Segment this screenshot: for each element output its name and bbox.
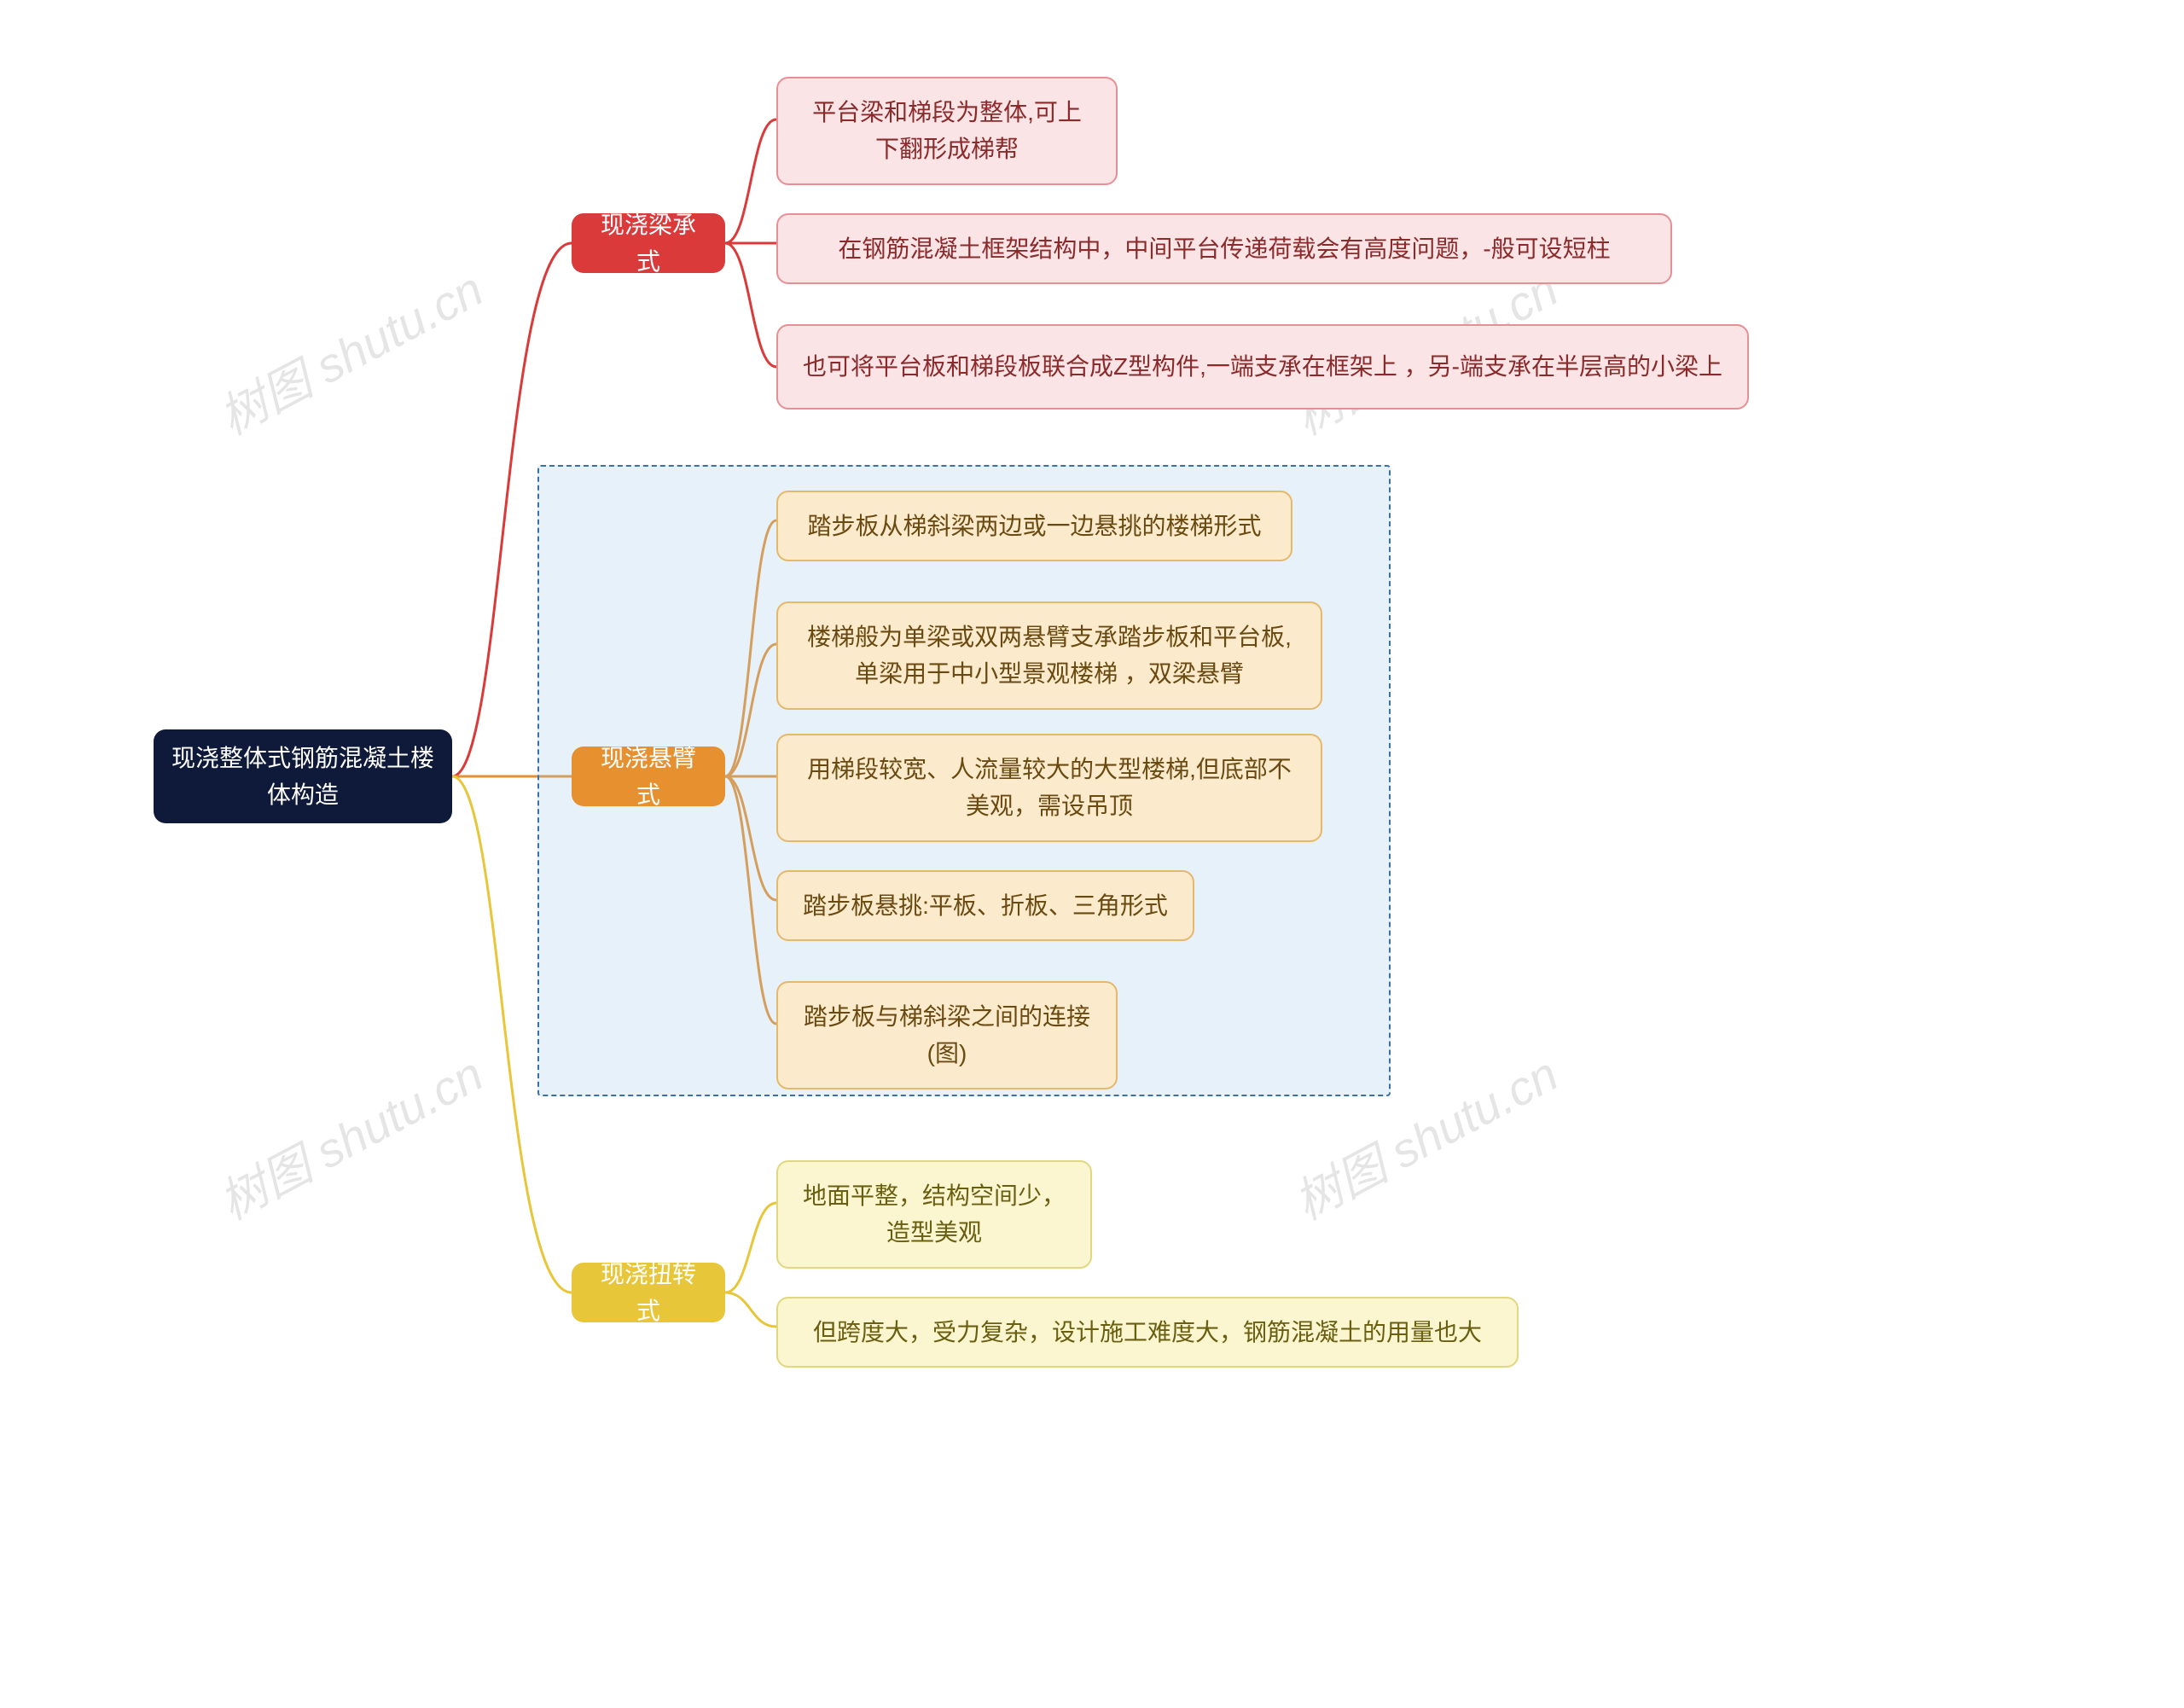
- leaf-node[interactable]: 踏步板从梯斜梁两边或一边悬挑的楼梯形式: [776, 491, 1292, 561]
- leaf-node[interactable]: 平台梁和梯段为整体,可上下翻形成梯帮: [776, 77, 1118, 185]
- branch-node-b1[interactable]: 现浇梁承式: [572, 213, 725, 273]
- leaf-node[interactable]: 也可将平台板和梯段板联合成Z型构件,一端支承在框架上 ，另-端支承在半层高的小梁…: [776, 324, 1749, 410]
- leaf-node[interactable]: 楼梯般为单梁或双两悬臂支承踏步板和平台板,单梁用于中小型景观楼梯 ，双梁悬臂: [776, 601, 1322, 710]
- leaf-node[interactable]: 踏步板与梯斜梁之间的连接(图): [776, 981, 1118, 1089]
- mindmap-canvas: 树图 shutu.cn 树图 shutu.cn 树图 shutu.cn 树图 s…: [154, 77, 2030, 1630]
- leaf-node[interactable]: 在钢筋混凝土框架结构中，中间平台传递荷载会有高度问题，-般可设短柱: [776, 213, 1672, 284]
- leaf-node[interactable]: 踏步板悬挑:平板、折板、三角形式: [776, 870, 1194, 941]
- branch-node-b2[interactable]: 现浇悬臂式: [572, 747, 725, 806]
- leaf-node[interactable]: 但跨度大，受力复杂，设计施工难度大，钢筋混凝土的用量也大: [776, 1297, 1519, 1368]
- watermark: 树图 shutu.cn: [206, 1037, 494, 1234]
- leaf-node[interactable]: 地面平整，结构空间少，造型美观: [776, 1160, 1092, 1269]
- branch-node-b3[interactable]: 现浇扭转式: [572, 1263, 725, 1322]
- leaf-node[interactable]: 用梯段较宽、人流量较大的大型楼梯,但底部不美观，需设吊顶: [776, 734, 1322, 842]
- root-node[interactable]: 现浇整体式钢筋混凝土楼体构造: [154, 729, 452, 823]
- watermark: 树图 shutu.cn: [206, 252, 494, 449]
